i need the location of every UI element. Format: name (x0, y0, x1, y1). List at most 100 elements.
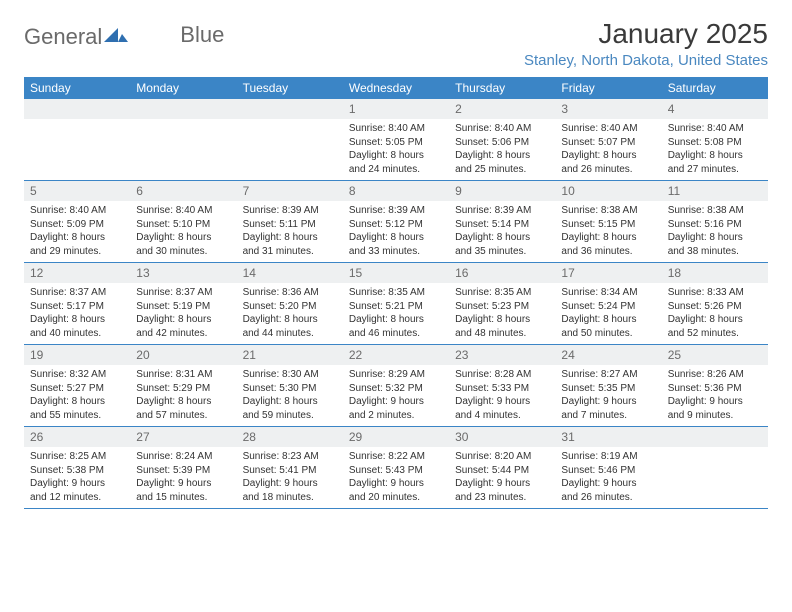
day-details: Sunrise: 8:26 AMSunset: 5:36 PMDaylight:… (662, 365, 768, 426)
day-number: 30 (449, 427, 555, 447)
day-details: Sunrise: 8:40 AMSunset: 5:05 PMDaylight:… (343, 119, 449, 180)
day-cell: 2Sunrise: 8:40 AMSunset: 5:06 PMDaylight… (449, 99, 555, 180)
day-cell: 12Sunrise: 8:37 AMSunset: 5:17 PMDayligh… (24, 263, 130, 344)
logo: General Blue (24, 18, 224, 50)
day-cell: 6Sunrise: 8:40 AMSunset: 5:10 PMDaylight… (130, 181, 236, 262)
day-cell: 1Sunrise: 8:40 AMSunset: 5:05 PMDaylight… (343, 99, 449, 180)
day-cell: 17Sunrise: 8:34 AMSunset: 5:24 PMDayligh… (555, 263, 661, 344)
day-number: 10 (555, 181, 661, 201)
day-details (24, 119, 130, 169)
location: Stanley, North Dakota, United States (524, 52, 768, 69)
weekday-header-row: SundayMondayTuesdayWednesdayThursdayFrid… (24, 77, 768, 99)
day-cell: 7Sunrise: 8:39 AMSunset: 5:11 PMDaylight… (237, 181, 343, 262)
day-number: 23 (449, 345, 555, 365)
day-details: Sunrise: 8:31 AMSunset: 5:29 PMDaylight:… (130, 365, 236, 426)
day-details (237, 119, 343, 169)
day-details: Sunrise: 8:37 AMSunset: 5:19 PMDaylight:… (130, 283, 236, 344)
day-details: Sunrise: 8:19 AMSunset: 5:46 PMDaylight:… (555, 447, 661, 508)
day-details: Sunrise: 8:40 AMSunset: 5:09 PMDaylight:… (24, 201, 130, 262)
day-details (662, 447, 768, 497)
day-number (24, 99, 130, 119)
day-cell: 20Sunrise: 8:31 AMSunset: 5:29 PMDayligh… (130, 345, 236, 426)
day-number: 19 (24, 345, 130, 365)
logo-text-2: Blue (180, 22, 224, 48)
day-number: 12 (24, 263, 130, 283)
day-cell: 30Sunrise: 8:20 AMSunset: 5:44 PMDayligh… (449, 427, 555, 508)
day-cell: 18Sunrise: 8:33 AMSunset: 5:26 PMDayligh… (662, 263, 768, 344)
day-number: 3 (555, 99, 661, 119)
day-number (130, 99, 236, 119)
day-number (662, 427, 768, 447)
day-number: 31 (555, 427, 661, 447)
week-row: 5Sunrise: 8:40 AMSunset: 5:09 PMDaylight… (24, 181, 768, 263)
day-cell: 14Sunrise: 8:36 AMSunset: 5:20 PMDayligh… (237, 263, 343, 344)
day-details: Sunrise: 8:36 AMSunset: 5:20 PMDaylight:… (237, 283, 343, 344)
title-block: January 2025 Stanley, North Dakota, Unit… (524, 18, 768, 69)
day-details: Sunrise: 8:22 AMSunset: 5:43 PMDaylight:… (343, 447, 449, 508)
day-details: Sunrise: 8:34 AMSunset: 5:24 PMDaylight:… (555, 283, 661, 344)
day-number: 20 (130, 345, 236, 365)
day-cell: 13Sunrise: 8:37 AMSunset: 5:19 PMDayligh… (130, 263, 236, 344)
day-details: Sunrise: 8:32 AMSunset: 5:27 PMDaylight:… (24, 365, 130, 426)
logo-text-1: General (24, 24, 102, 50)
week-row: 19Sunrise: 8:32 AMSunset: 5:27 PMDayligh… (24, 345, 768, 427)
day-number: 24 (555, 345, 661, 365)
calendar: SundayMondayTuesdayWednesdayThursdayFrid… (24, 77, 768, 509)
day-number: 14 (237, 263, 343, 283)
day-cell: 25Sunrise: 8:26 AMSunset: 5:36 PMDayligh… (662, 345, 768, 426)
day-cell: 5Sunrise: 8:40 AMSunset: 5:09 PMDaylight… (24, 181, 130, 262)
day-details (130, 119, 236, 169)
day-number: 9 (449, 181, 555, 201)
day-cell: 29Sunrise: 8:22 AMSunset: 5:43 PMDayligh… (343, 427, 449, 508)
day-cell: 31Sunrise: 8:19 AMSunset: 5:46 PMDayligh… (555, 427, 661, 508)
day-number (237, 99, 343, 119)
day-details: Sunrise: 8:39 AMSunset: 5:12 PMDaylight:… (343, 201, 449, 262)
logo-mark-icon (104, 24, 128, 50)
day-number: 18 (662, 263, 768, 283)
day-cell: 23Sunrise: 8:28 AMSunset: 5:33 PMDayligh… (449, 345, 555, 426)
day-details: Sunrise: 8:30 AMSunset: 5:30 PMDaylight:… (237, 365, 343, 426)
weeks-container: 1Sunrise: 8:40 AMSunset: 5:05 PMDaylight… (24, 99, 768, 509)
calendar-page: General Blue January 2025 Stanley, North… (0, 0, 792, 521)
day-details: Sunrise: 8:40 AMSunset: 5:10 PMDaylight:… (130, 201, 236, 262)
header: General Blue January 2025 Stanley, North… (24, 18, 768, 69)
day-number: 16 (449, 263, 555, 283)
weekday-header: Saturday (662, 77, 768, 99)
day-details: Sunrise: 8:35 AMSunset: 5:21 PMDaylight:… (343, 283, 449, 344)
day-details: Sunrise: 8:25 AMSunset: 5:38 PMDaylight:… (24, 447, 130, 508)
day-cell (130, 99, 236, 180)
day-number: 29 (343, 427, 449, 447)
day-cell: 8Sunrise: 8:39 AMSunset: 5:12 PMDaylight… (343, 181, 449, 262)
day-details: Sunrise: 8:35 AMSunset: 5:23 PMDaylight:… (449, 283, 555, 344)
day-cell: 19Sunrise: 8:32 AMSunset: 5:27 PMDayligh… (24, 345, 130, 426)
day-cell (662, 427, 768, 508)
day-details: Sunrise: 8:23 AMSunset: 5:41 PMDaylight:… (237, 447, 343, 508)
day-cell: 26Sunrise: 8:25 AMSunset: 5:38 PMDayligh… (24, 427, 130, 508)
day-number: 25 (662, 345, 768, 365)
day-cell: 22Sunrise: 8:29 AMSunset: 5:32 PMDayligh… (343, 345, 449, 426)
day-number: 6 (130, 181, 236, 201)
day-details: Sunrise: 8:27 AMSunset: 5:35 PMDaylight:… (555, 365, 661, 426)
week-row: 12Sunrise: 8:37 AMSunset: 5:17 PMDayligh… (24, 263, 768, 345)
day-number: 17 (555, 263, 661, 283)
weekday-header: Friday (555, 77, 661, 99)
day-number: 4 (662, 99, 768, 119)
day-cell: 21Sunrise: 8:30 AMSunset: 5:30 PMDayligh… (237, 345, 343, 426)
day-cell: 15Sunrise: 8:35 AMSunset: 5:21 PMDayligh… (343, 263, 449, 344)
day-number: 28 (237, 427, 343, 447)
day-cell (237, 99, 343, 180)
day-details: Sunrise: 8:28 AMSunset: 5:33 PMDaylight:… (449, 365, 555, 426)
day-number: 27 (130, 427, 236, 447)
day-details: Sunrise: 8:40 AMSunset: 5:06 PMDaylight:… (449, 119, 555, 180)
day-cell: 24Sunrise: 8:27 AMSunset: 5:35 PMDayligh… (555, 345, 661, 426)
day-details: Sunrise: 8:40 AMSunset: 5:07 PMDaylight:… (555, 119, 661, 180)
day-number: 1 (343, 99, 449, 119)
day-cell: 28Sunrise: 8:23 AMSunset: 5:41 PMDayligh… (237, 427, 343, 508)
day-cell: 4Sunrise: 8:40 AMSunset: 5:08 PMDaylight… (662, 99, 768, 180)
day-details: Sunrise: 8:40 AMSunset: 5:08 PMDaylight:… (662, 119, 768, 180)
day-number: 11 (662, 181, 768, 201)
month-title: January 2025 (524, 18, 768, 50)
day-cell: 3Sunrise: 8:40 AMSunset: 5:07 PMDaylight… (555, 99, 661, 180)
day-number: 21 (237, 345, 343, 365)
day-number: 2 (449, 99, 555, 119)
